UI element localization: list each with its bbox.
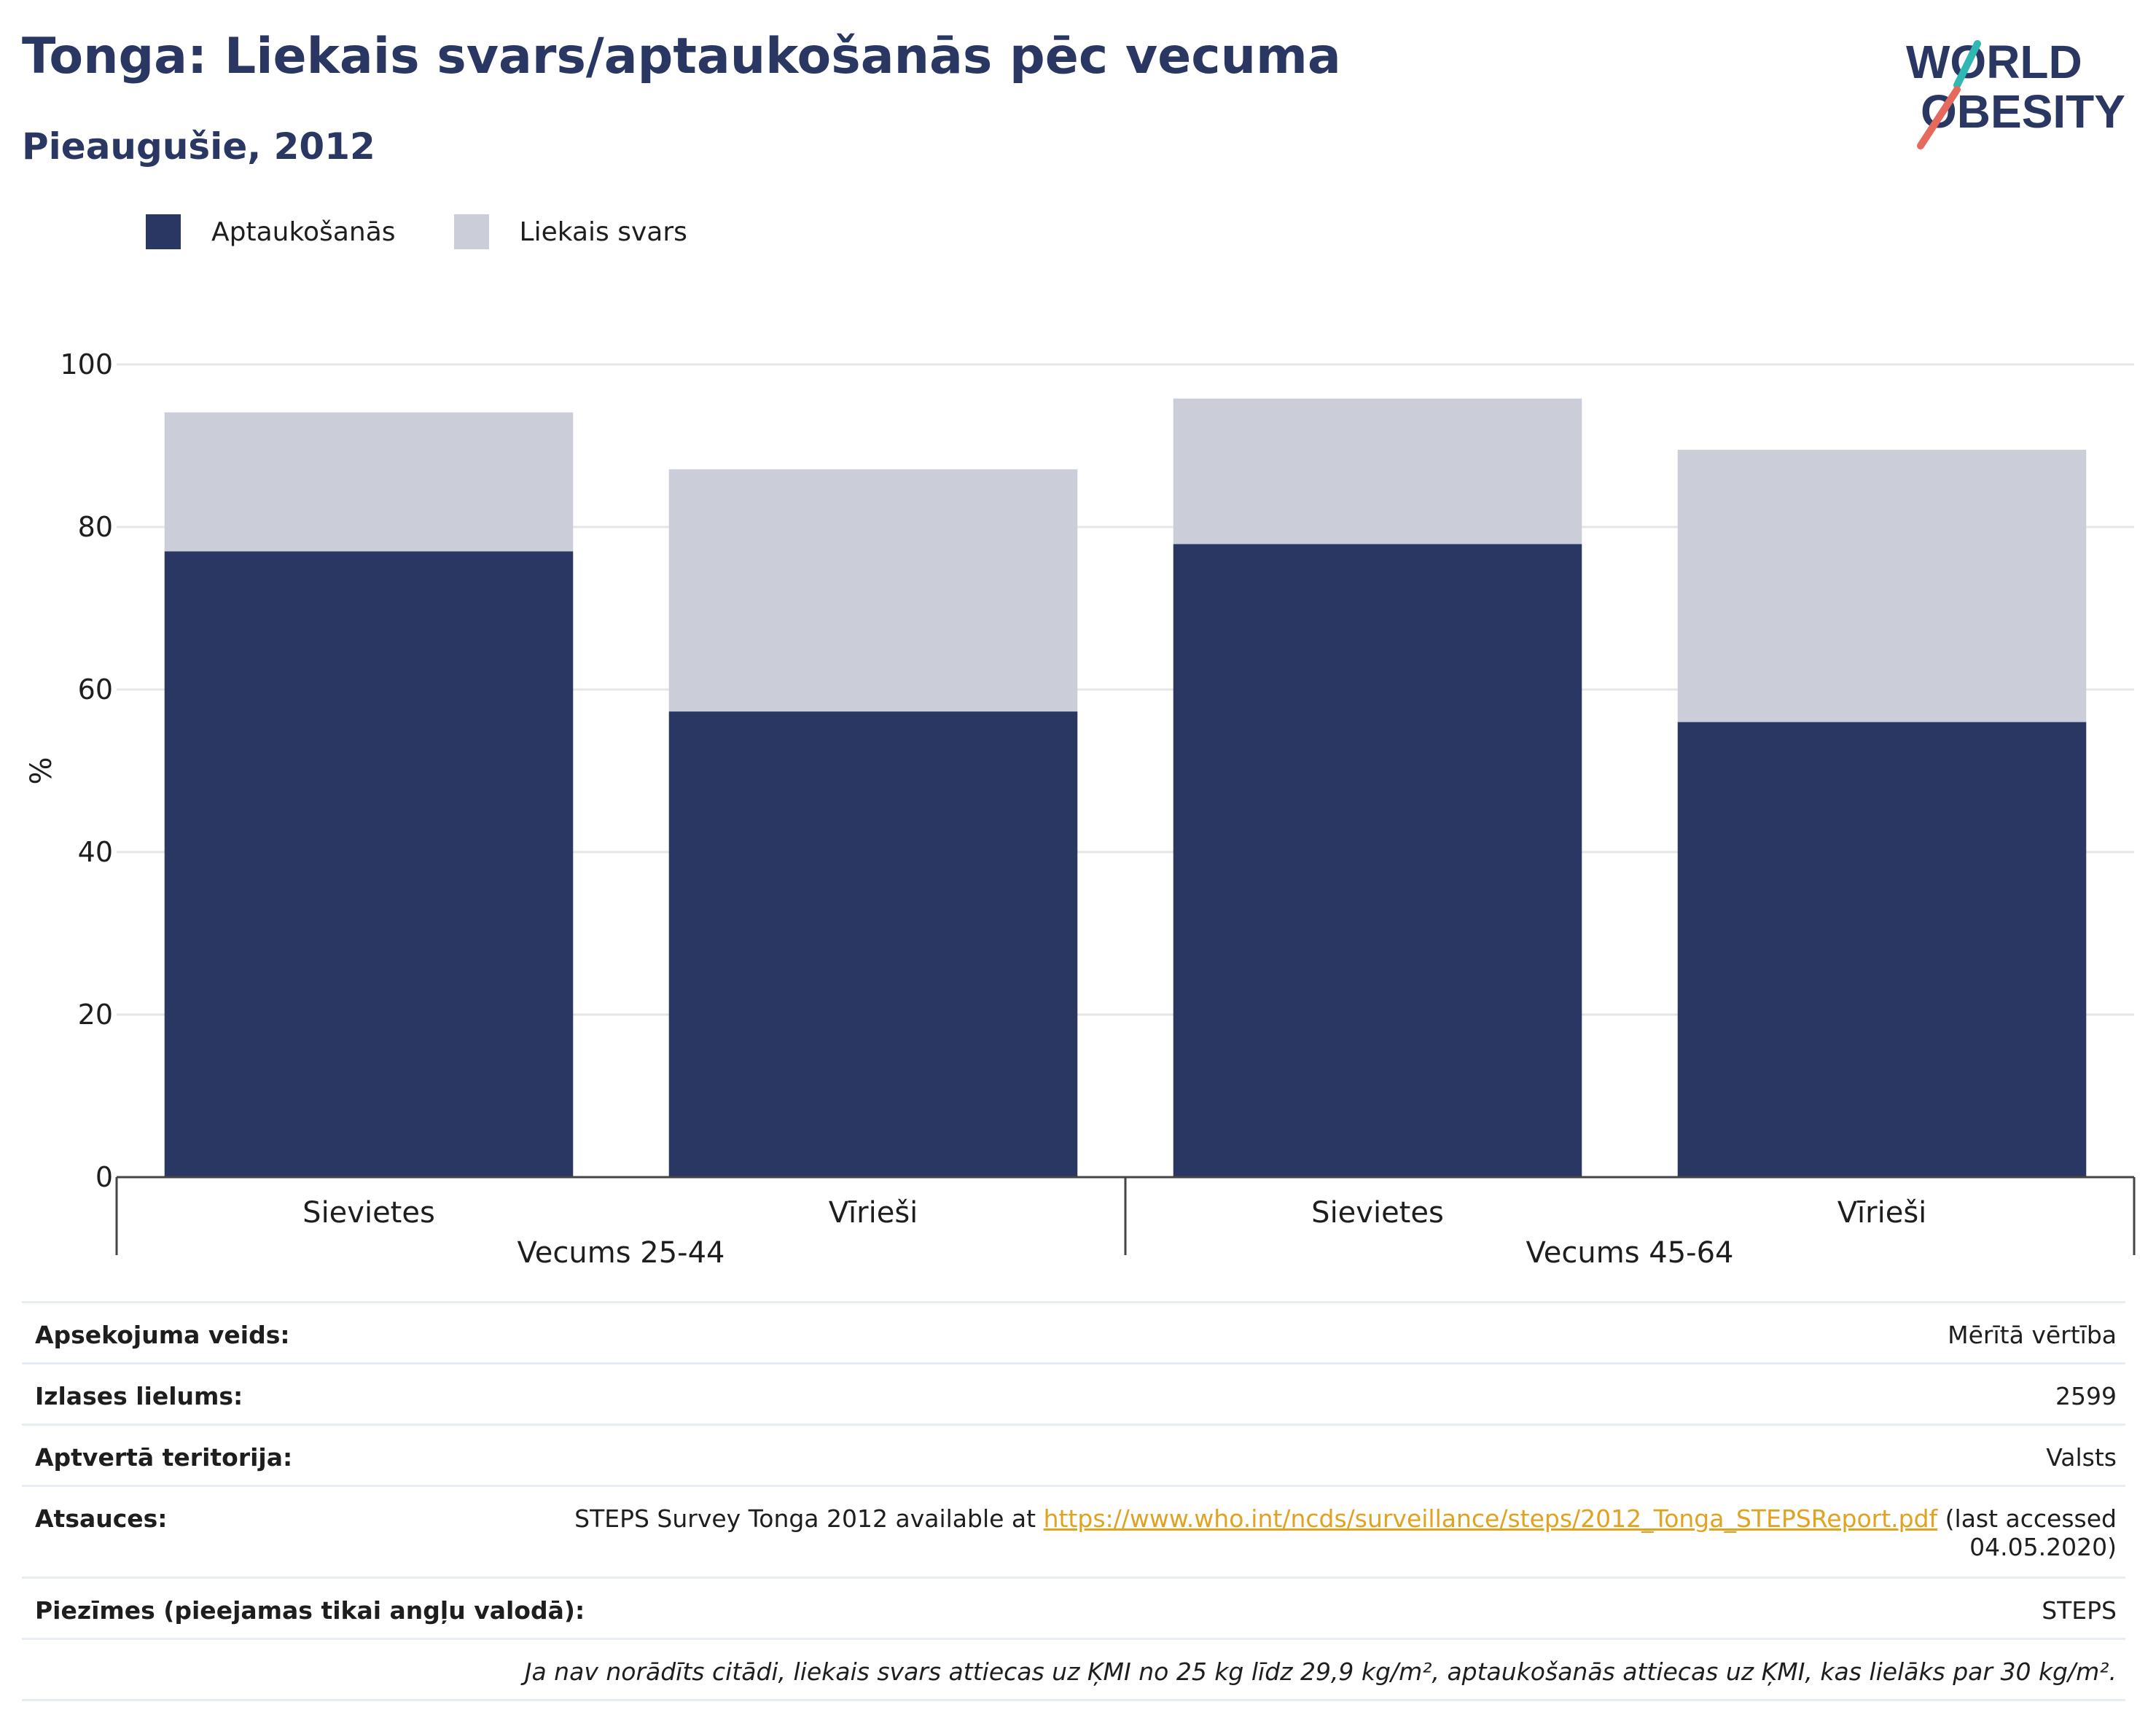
references-date: 04.05.2020) xyxy=(1969,1533,2117,1561)
y-tick-label: 0 xyxy=(95,1161,113,1193)
legend-item-obesity: Aptaukošanās xyxy=(146,214,396,249)
bar-overweight xyxy=(1173,398,1582,544)
legend-label-overweight: Liekais svars xyxy=(519,216,687,247)
y-tick-label: 80 xyxy=(78,511,113,543)
stacked-bar-chart: 0 20 40 60 80 100% Sievietes Vīrieši Sievietes Vī… xyxy=(25,348,2136,1270)
legend-item-overweight: Liekais svars xyxy=(453,214,687,249)
bar-obesity xyxy=(1173,544,1582,1177)
x-tick-label: Sievietes xyxy=(302,1196,435,1230)
footnote: Ja nav norādīts citādi, liekais svars at… xyxy=(524,1657,2117,1686)
legend-label-obesity: Aptaukošanās xyxy=(211,216,396,247)
bar-obesity xyxy=(668,711,1078,1177)
bar-overweight xyxy=(668,469,1078,712)
x-group-label: Vecums 25-44 xyxy=(517,1236,725,1270)
bar-obesity xyxy=(164,551,574,1177)
references-suffix: (last accessed xyxy=(1937,1504,2117,1533)
legend-swatch-overweight xyxy=(453,214,489,249)
logo-teal-stroke xyxy=(1953,40,1981,89)
bar-overweight xyxy=(164,412,574,552)
legend-swatch-obesity xyxy=(146,214,181,249)
y-tick-label: 40 xyxy=(78,836,113,868)
logo-coral-stroke xyxy=(1917,86,1961,149)
chart-legend: Aptaukošanās Liekais svars xyxy=(146,214,746,249)
references-value: STEPS Survey Tonga 2012 available at htt… xyxy=(574,1504,2117,1561)
info-row-references: Atsauces: STEPS Survey Tonga 2012 availa… xyxy=(22,1485,2125,1577)
chart-title: Tonga: Liekais svars/aptaukošanās pēc ve… xyxy=(22,28,1341,85)
coverage-label: Aptvertā teritorija: xyxy=(35,1443,293,1472)
chart-subtitle: Pieaugušie, 2012 xyxy=(22,125,375,168)
bar-overweight xyxy=(1677,450,2087,722)
notes-label: Piezīmes (pieejamas tikai angļu valodā): xyxy=(35,1596,585,1625)
coverage-value: Valsts xyxy=(2046,1443,2117,1472)
references-link[interactable]: https://www.who.int/ncds/surveillance/st… xyxy=(1043,1504,1938,1533)
x-tick-label: Vīrieši xyxy=(1837,1196,1927,1230)
y-tick-label: 100 xyxy=(60,348,113,380)
info-row-footnote: Ja nav norādīts citādi, liekais svars at… xyxy=(22,1638,2125,1701)
info-row-notes: Piezīmes (pieejamas tikai angļu valodā):… xyxy=(22,1577,2125,1638)
y-tick-label: 60 xyxy=(78,673,113,706)
survey-type-label: Apsekojuma veids: xyxy=(35,1321,290,1349)
info-row-sample-size: Izlases lielums: 2599 xyxy=(22,1362,2125,1423)
info-row-coverage: Aptvertā teritorija: Valsts xyxy=(22,1423,2125,1485)
x-tick-label: Vīrieši xyxy=(829,1196,918,1230)
notes-value: STEPS xyxy=(2042,1596,2117,1625)
y-axis-label: % xyxy=(25,757,58,784)
references-prefix: STEPS Survey Tonga 2012 available at xyxy=(574,1504,1044,1533)
bar-obesity xyxy=(1677,722,2087,1177)
logo-line1: WORLD xyxy=(1906,36,2082,88)
x-group-label: Vecums 45-64 xyxy=(1526,1236,1734,1270)
x-tick-label: Sievietes xyxy=(1311,1196,1444,1230)
y-tick-label: 20 xyxy=(78,999,113,1031)
sample-size-label: Izlases lielums: xyxy=(35,1382,243,1410)
world-obesity-logo: WORLD OBESITY xyxy=(1906,36,2125,149)
info-row-survey-type: Apsekojuma veids: Mērītā vērtība xyxy=(22,1301,2125,1362)
references-label: Atsauces: xyxy=(35,1504,168,1533)
info-table: Apsekojuma veids: Mērītā vērtība Izlases… xyxy=(22,1301,2125,1701)
survey-type-value: Mērītā vērtība xyxy=(1948,1321,2117,1349)
sample-size-value: 2599 xyxy=(2055,1382,2117,1410)
